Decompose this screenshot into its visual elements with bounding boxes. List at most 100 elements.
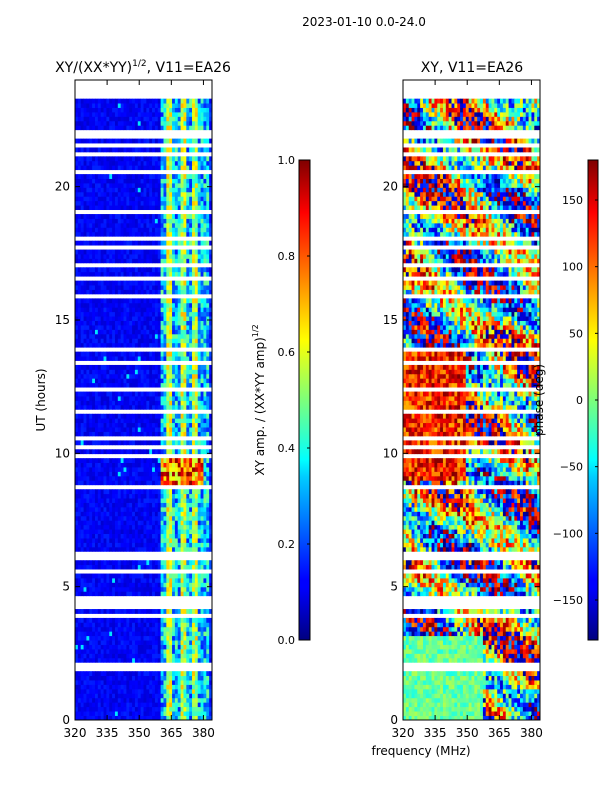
heatmap-cell	[146, 329, 150, 335]
heatmap-cell	[206, 182, 210, 188]
heatmap-cell	[80, 644, 84, 650]
heatmap-cell	[103, 702, 107, 708]
heatmap-cell	[109, 635, 113, 641]
heatmap-cell	[172, 529, 176, 534]
heatmap-cell	[75, 298, 79, 304]
heatmap-cell	[180, 231, 184, 237]
heatmap-cell	[206, 413, 210, 419]
heatmap-cell	[157, 231, 162, 237]
heatmap-cell	[146, 529, 150, 534]
heatmap-cell	[117, 622, 122, 628]
heatmap-cell	[189, 316, 193, 321]
heatmap-cell	[166, 267, 170, 273]
heatmap-cell	[166, 396, 170, 401]
heatmap-cell	[100, 657, 104, 663]
heatmap-cell	[169, 342, 173, 348]
heatmap-cell	[92, 382, 96, 388]
heatmap-cell	[197, 356, 201, 361]
heatmap-cell	[134, 577, 139, 583]
heatmap-cell	[186, 240, 190, 246]
heatmap-cell	[203, 182, 207, 188]
heatmap-cell	[174, 715, 179, 721]
heatmap-cell	[180, 351, 184, 357]
heatmap-cell	[100, 546, 104, 552]
heatmap-cell	[183, 693, 187, 699]
heatmap-cell	[174, 573, 179, 579]
heatmap-cell	[194, 369, 199, 375]
heatmap-cell	[100, 196, 104, 202]
heatmap-cell	[92, 684, 96, 690]
heatmap-cell	[143, 577, 147, 583]
heatmap-cell	[186, 609, 190, 614]
heatmap-cell	[186, 675, 190, 681]
heatmap-cell	[112, 271, 116, 277]
heatmap-cell	[154, 342, 159, 348]
heatmap-cell	[197, 165, 201, 171]
heatmap-cell	[157, 635, 162, 641]
heatmap-cell	[134, 329, 139, 335]
heatmap-cell	[180, 271, 184, 277]
heatmap-cell	[169, 622, 173, 628]
heatmap-cell	[132, 218, 136, 224]
heatmap-cell	[177, 231, 181, 237]
heatmap-cell	[203, 400, 207, 406]
heatmap-cell	[203, 205, 207, 211]
heatmap-cell	[92, 542, 96, 548]
heatmap-cell	[106, 622, 110, 628]
heatmap-cell	[172, 626, 176, 632]
heatmap-cell	[123, 214, 127, 219]
heatmap-cell	[186, 320, 190, 326]
heatmap-cell	[189, 289, 193, 295]
heatmap-cell	[200, 205, 204, 211]
heatmap-cell	[143, 533, 147, 539]
heatmap-cell	[197, 427, 201, 432]
heatmap-cell	[177, 191, 181, 197]
heatmap-cell	[189, 147, 193, 153]
heatmap-cell	[189, 214, 193, 219]
heatmap-cell	[180, 653, 184, 659]
heatmap-cell	[129, 573, 133, 579]
heatmap-cell	[132, 422, 136, 428]
heatmap-cell	[194, 298, 199, 304]
heatmap-cell	[154, 222, 159, 228]
heatmap-cell	[92, 475, 96, 481]
heatmap-cell	[157, 271, 162, 277]
heatmap-cell	[137, 373, 142, 379]
heatmap-cell	[209, 160, 213, 166]
heatmap-cell	[77, 187, 82, 193]
heatmap-cell	[194, 449, 199, 455]
heatmap-cell	[172, 586, 176, 592]
heatmap-cell	[129, 205, 133, 211]
heatmap-cell	[114, 178, 119, 184]
heatmap-cell	[157, 316, 162, 321]
heatmap-cell	[146, 493, 150, 499]
heatmap-cell	[109, 462, 113, 468]
heatmap-cell	[183, 582, 187, 588]
heatmap-cell	[97, 404, 102, 410]
heatmap-cell	[177, 577, 181, 583]
heatmap-cell	[123, 467, 127, 472]
heatmap-cell	[80, 609, 84, 614]
heatmap-cell	[86, 671, 90, 677]
heatmap-cell	[149, 502, 153, 508]
heatmap-cell	[194, 680, 199, 685]
heatmap-cell	[86, 586, 90, 592]
heatmap-cell	[75, 182, 79, 188]
heatmap-cell	[169, 591, 173, 597]
heatmap-cell	[197, 382, 201, 388]
heatmap-cell	[203, 418, 207, 424]
heatmap-cell	[114, 342, 119, 348]
heatmap-cell	[103, 280, 107, 286]
heatmap-cell	[123, 289, 127, 295]
heatmap-cell	[109, 449, 113, 455]
heatmap-cell	[75, 542, 79, 548]
heatmap-cell	[160, 333, 164, 339]
heatmap-cell	[174, 529, 179, 534]
heatmap-cell	[123, 258, 127, 264]
heatmap-cell	[112, 400, 116, 406]
heatmap-cell	[123, 693, 127, 699]
heatmap-cell	[117, 648, 122, 654]
heatmap-cell	[143, 338, 147, 344]
heatmap-cell	[134, 538, 139, 543]
heatmap-cell	[83, 502, 87, 508]
